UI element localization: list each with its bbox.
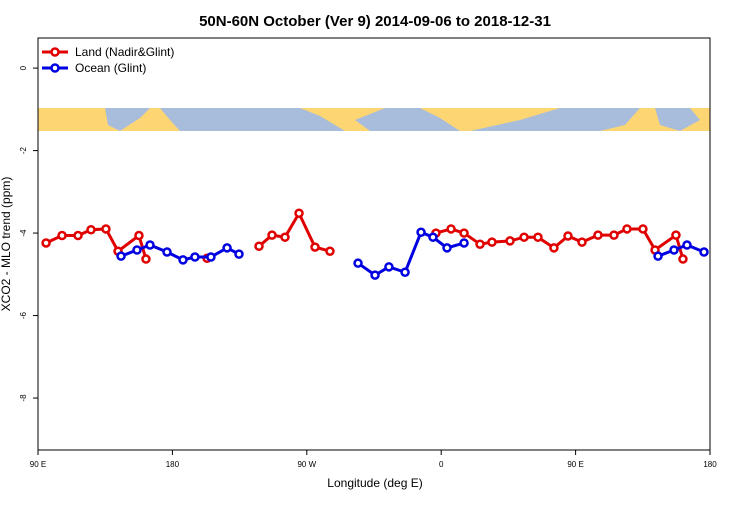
point	[134, 230, 144, 241]
legend-marker	[50, 47, 60, 57]
legend-label: Land (Nadir&Glint)	[75, 45, 174, 59]
point	[116, 251, 126, 261]
plot-frame	[37, 37, 711, 451]
point	[141, 254, 151, 264]
point	[549, 243, 559, 253]
point	[101, 224, 111, 234]
x-tick-label: 180	[166, 460, 180, 469]
point	[57, 230, 67, 241]
y-tick-label: -6	[19, 311, 28, 319]
point	[475, 239, 485, 249]
point	[459, 228, 469, 238]
point	[145, 240, 155, 250]
point	[609, 230, 619, 240]
point	[653, 251, 663, 261]
point	[678, 254, 688, 264]
point	[353, 258, 363, 268]
point	[446, 224, 456, 234]
point	[162, 247, 172, 257]
point	[622, 224, 632, 234]
point	[428, 232, 438, 242]
point	[234, 249, 244, 259]
point	[280, 232, 290, 242]
point	[442, 243, 452, 253]
point	[533, 232, 543, 242]
point	[41, 238, 51, 248]
point	[519, 232, 529, 242]
point	[310, 242, 320, 252]
y-tick-label: 0	[19, 65, 28, 70]
point	[132, 245, 142, 255]
point	[505, 236, 515, 246]
x-tick-label: 90 W	[297, 460, 316, 469]
point	[593, 230, 603, 240]
x-tick-label: 90 E	[30, 460, 46, 469]
x-axis-label: Longitude (deg E)	[327, 476, 422, 490]
point	[577, 237, 587, 247]
point	[222, 243, 232, 253]
point	[669, 245, 679, 255]
chart-title: 50N-60N October (Ver 9) 2014-09-06 to 20…	[199, 13, 551, 30]
point	[178, 255, 188, 265]
point	[325, 246, 335, 256]
point	[671, 230, 681, 240]
y-tick-label: -8	[19, 394, 28, 402]
point	[190, 252, 200, 262]
point	[254, 241, 264, 252]
point	[416, 227, 426, 237]
legend-label: Ocean (Glint)	[75, 61, 146, 75]
point	[638, 224, 648, 234]
point	[487, 237, 497, 247]
map-strip	[38, 108, 710, 131]
x-tick-label: 180	[703, 460, 717, 469]
point	[699, 247, 709, 257]
series	[41, 208, 688, 264]
series	[116, 227, 709, 280]
y-tick-label: -4	[19, 229, 28, 237]
point	[370, 270, 380, 280]
point	[459, 238, 469, 248]
legend-marker	[50, 63, 60, 73]
point	[73, 230, 83, 241]
y-axis-label: XCO2 - MLO trend (ppm)	[0, 177, 13, 312]
point	[267, 230, 277, 240]
x-tick-label: 90 E	[567, 460, 583, 469]
point	[206, 252, 216, 262]
x-tick-label: 0	[439, 460, 444, 469]
point	[682, 240, 692, 250]
point	[563, 231, 573, 241]
point	[86, 225, 96, 235]
y-tick-label: -2	[19, 146, 28, 154]
point	[384, 262, 394, 272]
point	[400, 267, 410, 278]
point	[294, 208, 304, 219]
